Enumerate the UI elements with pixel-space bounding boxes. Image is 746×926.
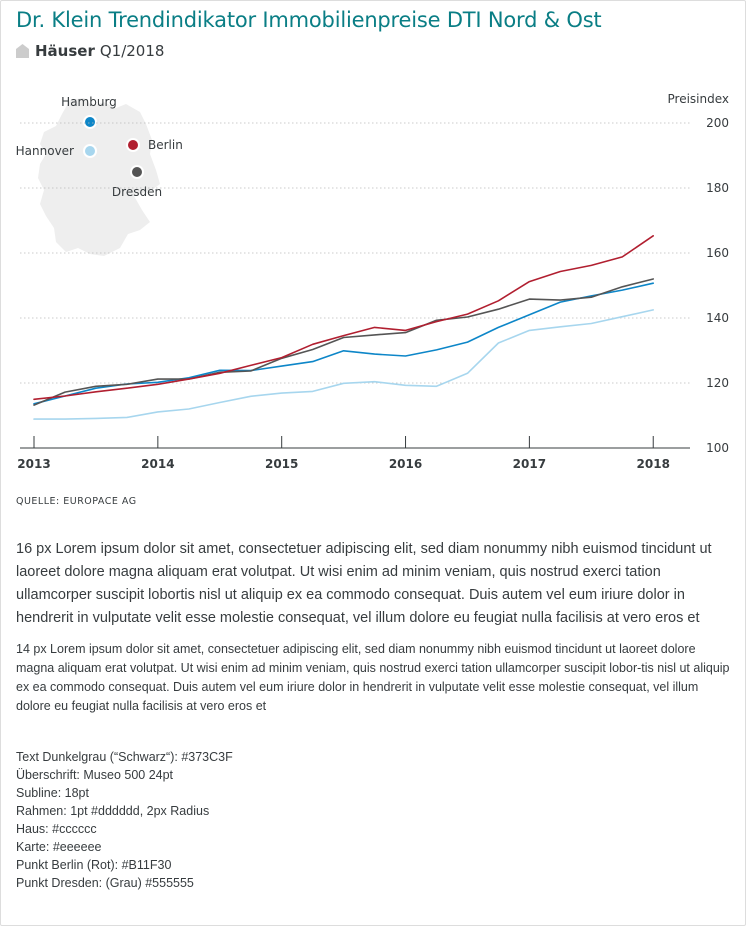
city-label-hannover: Hannover [16, 144, 74, 158]
city-label-berlin: Berlin [148, 138, 183, 152]
city-label-dresden: Dresden [112, 185, 162, 199]
y-tick-label: 180 [706, 181, 729, 195]
body-text-16px: 16 px Lorem ipsum dolor sit amet, consec… [16, 541, 712, 626]
price-index-chart: Hamburg Hannover Berlin Dresden 100 120 140 16… [16, 92, 730, 471]
x-axis: 2013 2014 2015 2016 2017 2018 [17, 436, 690, 471]
y-tick-label: 100 [706, 441, 729, 455]
series-line-berlin [33, 235, 655, 401]
germany-map [38, 98, 160, 256]
city-dot-hannover [83, 144, 97, 158]
y-tick-label: 120 [706, 376, 729, 390]
body-text-14px: 14 px Lorem ipsum dolor sit amet, consec… [16, 642, 730, 713]
series-line-hannover [33, 309, 655, 420]
spec-item: Subline: 18pt [16, 786, 89, 800]
y-tick-label: 160 [706, 246, 729, 260]
x-tick-label: 2017 [513, 457, 546, 471]
subline-period: Q1/2018 [99, 42, 165, 60]
subline-type: Häuser [35, 42, 95, 60]
spec-item: Überschrift: Museo 500 24pt [16, 768, 174, 782]
chart-title: Dr. Klein Trendindikator Immobilienpreis… [16, 8, 602, 32]
city-dot-dresden [130, 165, 144, 179]
x-tick-label: 2016 [389, 457, 422, 471]
city-dot-berlin [126, 138, 140, 152]
series-line-hamburg [33, 282, 655, 405]
style-specs-list: Text Dunkelgrau (“Schwarz“): #373C3F Über… [16, 748, 233, 892]
x-tick-label: 2014 [141, 457, 174, 471]
city-dot-hamburg [83, 115, 97, 129]
spec-item: Rahmen: 1pt #dddddd, 2px Radius [16, 804, 210, 818]
city-label-hamburg: Hamburg [61, 95, 117, 109]
spec-item: Punkt Dresden: (Grau) #555555 [16, 876, 194, 890]
chart-series [33, 235, 655, 420]
x-tick-label: 2015 [265, 457, 298, 471]
spec-item: Haus: #cccccc [16, 822, 97, 836]
source-note: QUELLE: EUROPACE AG [16, 496, 137, 507]
y-tick-label: 200 [706, 116, 729, 130]
map-cities: Hamburg Hannover Berlin Dresden [16, 95, 183, 199]
subline: Häuser Q1/2018 [16, 42, 164, 60]
y-axis: 100 120 140 160 180 200 [706, 116, 729, 455]
y-axis-label: Preisindex [668, 92, 730, 106]
series-line-dresden [33, 278, 655, 406]
x-tick-label: 2018 [637, 457, 670, 471]
spec-item: Karte: #eeeeee [16, 840, 102, 854]
x-tick-label: 2013 [17, 457, 50, 471]
spec-item: Punkt Berlin (Rot): #B11F30 [16, 858, 172, 872]
house-icon [16, 44, 29, 58]
y-tick-label: 140 [706, 311, 729, 325]
spec-item: Text Dunkelgrau (“Schwarz“): #373C3F [16, 750, 233, 764]
